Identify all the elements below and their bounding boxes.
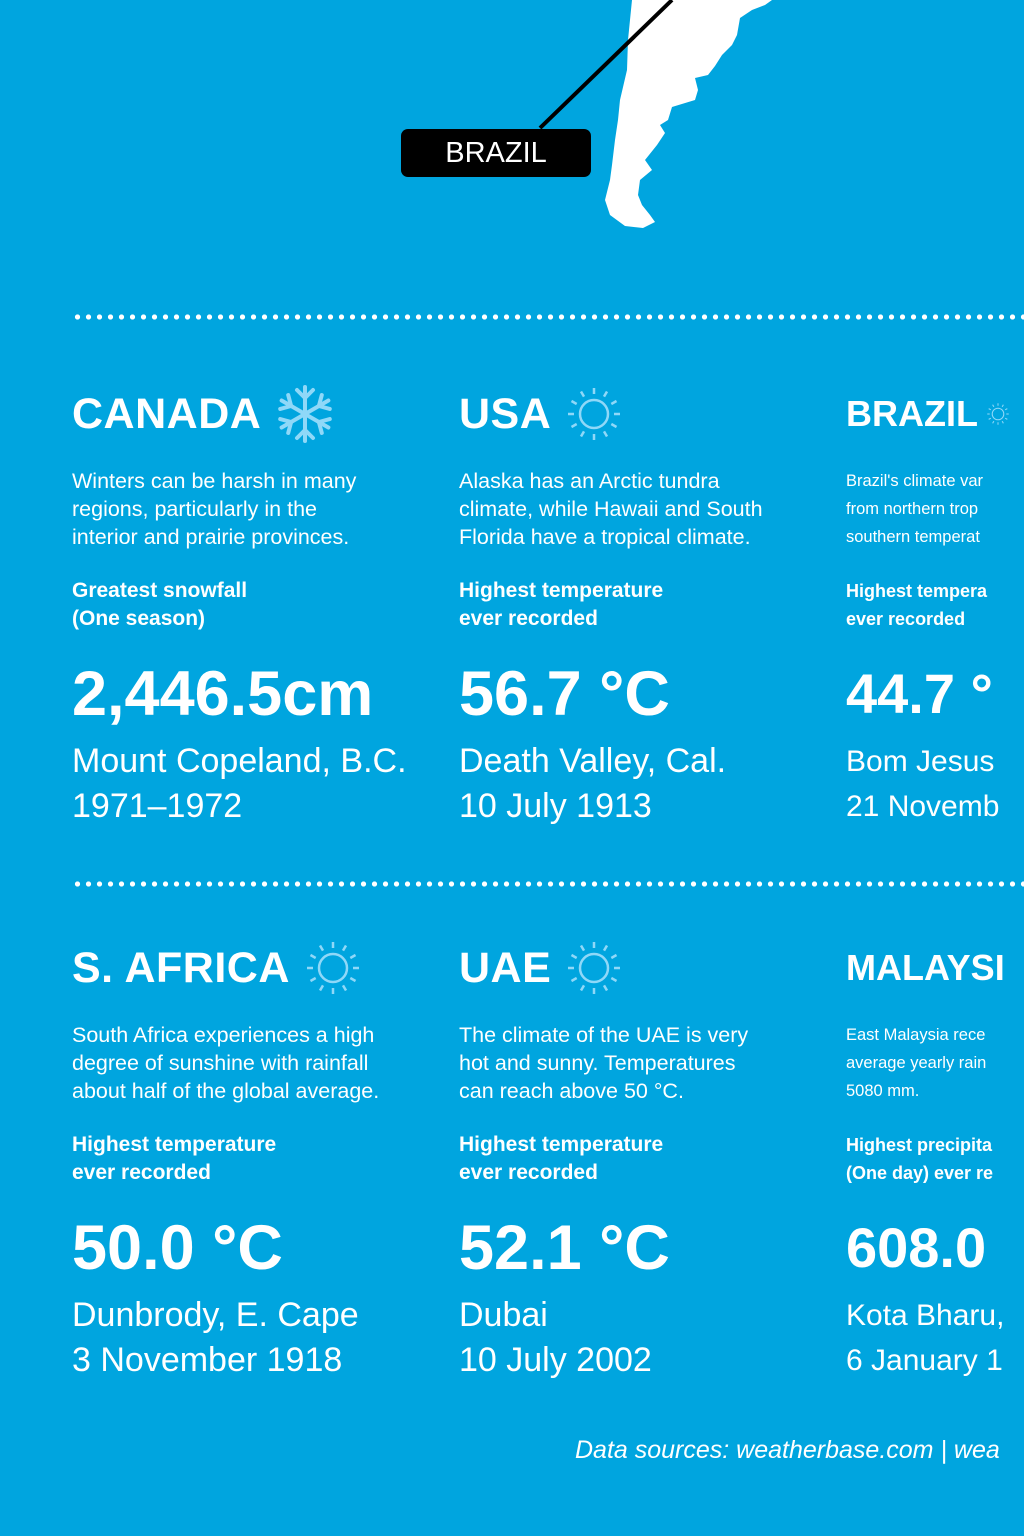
south-america-landmass [605, 0, 772, 228]
record-value: 2,446.5cm [72, 659, 374, 729]
dotted-divider [72, 314, 1024, 320]
country-card: MALAYSI East Malaysia rece average yearly… [846, 943, 1016, 1383]
record-location-date: Mount Copeland, B.C. 1971–1972 [72, 739, 442, 829]
sun-icon [306, 942, 359, 994]
climate-description: Brazil's climate var from northern trop so… [846, 467, 1016, 551]
description-line: southern temperat [846, 528, 980, 546]
country-name: USA [459, 389, 552, 438]
sun-icon [568, 942, 621, 994]
record-location: Kota Bharu, [846, 1299, 1005, 1332]
record-label: Greatest snowfall (One season) [72, 577, 442, 633]
record-label-line: Highest precipita [846, 1135, 993, 1155]
record-location: Dunbrody, E. Cape [72, 1296, 359, 1334]
record-location-date: Kota Bharu, 6 January 1 [846, 1293, 1016, 1383]
record-location-date: Bom Jesus 21 Novemb [846, 739, 1016, 829]
country-name: UAE [459, 943, 552, 992]
record-label: Highest temperature ever recorded [72, 1131, 442, 1187]
country-title-row: CANADA [72, 385, 442, 443]
record-label-line: ever recorded [846, 609, 966, 629]
record-label-line: Highest temperature [459, 579, 664, 602]
description-line: interior and prairie provinces. [72, 525, 350, 549]
climate-description: East Malaysia rece average yearly rain 508… [846, 1021, 1016, 1105]
record-date: 3 November 1918 [72, 1341, 343, 1379]
country-card: UAE The climate of the UAE is very hot an… [459, 942, 829, 1383]
record-label-line: ever recorded [459, 1161, 598, 1184]
climate-description: South Africa experiences a high degree of… [72, 1021, 442, 1105]
country-title-row: S. AFRICA [72, 942, 442, 994]
country-name: MALAYSI [846, 947, 1005, 988]
description-line: regions, particularly in the [72, 497, 317, 521]
description-line: from northern trop [846, 500, 979, 518]
record-value: 608.0 [846, 1216, 987, 1279]
record-location-date: Dunbrody, E. Cape 3 November 1918 [72, 1293, 442, 1383]
record-label-line: Highest temperature [72, 1133, 277, 1156]
description-line: can reach above 50 °C. [459, 1079, 684, 1103]
country-title-row: MALAYSI [846, 943, 1016, 993]
country-name: BRAZIL [846, 393, 978, 434]
record-label-line: Highest tempera [846, 581, 988, 601]
country-card: CANADA Winters can be harsh in many regio… [72, 385, 442, 829]
description-line: Alaska has an Arctic tundra [459, 469, 720, 493]
country-name: CANADA [72, 389, 262, 438]
record-value: 44.7 ° [846, 662, 993, 725]
description-line: South Africa experiences a high [72, 1023, 375, 1047]
description-line: average yearly rain [846, 1054, 987, 1072]
description-line: The climate of the UAE is very [459, 1023, 749, 1047]
record-label-line: ever recorded [459, 607, 598, 630]
description-line: about half of the global average. [72, 1079, 380, 1103]
record-location-date: Dubai 10 July 2002 [459, 1293, 829, 1383]
description-line: East Malaysia rece [846, 1026, 986, 1044]
record-label: Highest temperature ever recorded [459, 577, 829, 633]
record-location: Mount Copeland, B.C. [72, 742, 407, 780]
data-sources: Data sources: weatherbase.com | wea [575, 1436, 1000, 1464]
record-location: Dubai [459, 1296, 548, 1334]
description-line: Winters can be harsh in many [72, 469, 357, 493]
record-label-line: (One season) [72, 607, 206, 630]
record-label: Highest temperature ever recorded [459, 1131, 829, 1187]
description-line: Florida have a tropical climate. [459, 525, 751, 549]
description-line: degree of sunshine with rainfall [72, 1051, 369, 1075]
record-date: 6 January 1 [846, 1344, 1003, 1377]
record-label: Highest tempera ever recorded [846, 577, 1016, 633]
south-america-map [538, 0, 772, 228]
record-location: Bom Jesus [846, 745, 995, 778]
record-label: Highest precipita (One day) ever re [846, 1131, 1016, 1187]
description-line: hot and sunny. Temperatures [459, 1051, 736, 1075]
record-value: 52.1 °C [459, 1213, 670, 1283]
sun-icon [987, 403, 1009, 425]
snowflake-icon [278, 385, 333, 443]
description-line: Brazil's climate var [846, 472, 984, 490]
record-location-date: Death Valley, Cal. 10 July 1913 [459, 739, 829, 829]
country-card: BRAZIL Brazil's climate var from northern… [846, 389, 1016, 829]
country-card: USA Alaska has an Arctic tundra climate, … [459, 388, 829, 829]
dotted-divider [72, 881, 1024, 887]
description-line: climate, while Hawaii and South [459, 497, 763, 521]
record-date: 21 Novemb [846, 790, 1000, 823]
record-label-line: Highest temperature [459, 1133, 664, 1156]
record-date: 1971–1972 [72, 787, 243, 825]
record-label-line: (One day) ever re [846, 1163, 994, 1183]
sun-icon [568, 388, 621, 440]
country-card: S. AFRICA South Africa experiences a hig… [72, 942, 442, 1383]
label-leader-line [538, 0, 674, 130]
record-date: 10 July 2002 [459, 1341, 652, 1379]
country-title-row: BRAZIL [846, 389, 1016, 439]
climate-description: Winters can be harsh in many regions, par… [72, 467, 442, 551]
climate-description: The climate of the UAE is very hot and su… [459, 1021, 829, 1105]
country-title-row: USA [459, 388, 829, 440]
record-label-line: Greatest snowfall [72, 579, 248, 602]
description-line: 5080 mm. [846, 1082, 920, 1100]
record-date: 10 July 1913 [459, 787, 652, 825]
country-name: S. AFRICA [72, 943, 290, 992]
climate-description: Alaska has an Arctic tundra climate, whil… [459, 467, 829, 551]
record-value: 56.7 °C [459, 659, 670, 729]
country-title-row: UAE [459, 942, 829, 994]
record-location: Death Valley, Cal. [459, 742, 727, 780]
record-value: 50.0 °C [72, 1213, 283, 1283]
record-label-line: ever recorded [72, 1161, 211, 1184]
brazil-map-label: BRAZIL [401, 129, 591, 177]
